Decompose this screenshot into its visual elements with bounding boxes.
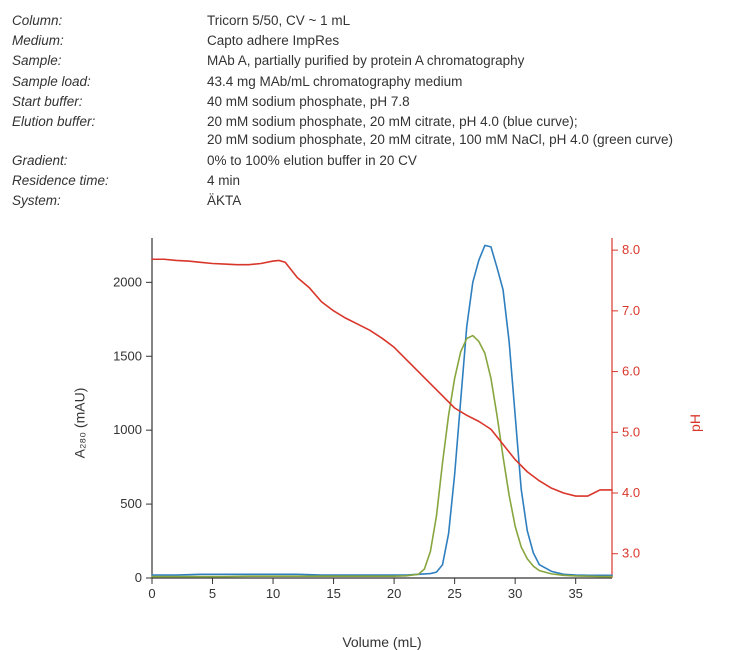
green-curve <box>152 336 612 577</box>
meta-label: Elution buffer: <box>12 113 207 149</box>
svg-text:10: 10 <box>266 586 280 601</box>
svg-text:7.0: 7.0 <box>622 303 640 318</box>
meta-label: System: <box>12 192 207 210</box>
svg-text:30: 30 <box>508 586 522 601</box>
svg-text:15: 15 <box>326 586 340 601</box>
meta-label: Sample load: <box>12 73 207 91</box>
meta-value: Tricorn 5/50, CV ~ 1 mL <box>207 12 724 30</box>
meta-value: Capto adhere ImpRes <box>207 32 724 50</box>
meta-value: ÄKTA <box>207 192 724 210</box>
meta-value: 0% to 100% elution buffer in 20 CV <box>207 152 724 170</box>
meta-label: Sample: <box>12 52 207 70</box>
svg-text:0: 0 <box>135 570 142 585</box>
meta-label: Start buffer: <box>12 93 207 111</box>
metadata-table: Column:Tricorn 5/50, CV ~ 1 mLMedium:Cap… <box>12 12 724 210</box>
meta-value: 4 min <box>207 172 724 190</box>
meta-value: 43.4 mg MAb/mL chromatography medium <box>207 73 724 91</box>
blue-curve <box>152 246 612 576</box>
meta-value: 40 mM sodium phosphate, pH 7.8 <box>207 93 724 111</box>
svg-text:6.0: 6.0 <box>622 364 640 379</box>
svg-text:25: 25 <box>447 586 461 601</box>
meta-value: 20 mM sodium phosphate, 20 mM citrate, p… <box>207 113 724 149</box>
svg-text:8.0: 8.0 <box>622 242 640 257</box>
svg-text:4.0: 4.0 <box>622 485 640 500</box>
svg-text:500: 500 <box>120 496 142 511</box>
x-axis-label: Volume (mL) <box>342 634 421 650</box>
svg-text:1000: 1000 <box>113 422 142 437</box>
svg-text:2000: 2000 <box>113 275 142 290</box>
meta-value: MAb A, partially purified by protein A c… <box>207 52 724 70</box>
svg-text:5.0: 5.0 <box>622 424 640 439</box>
svg-text:5: 5 <box>209 586 216 601</box>
svg-text:20: 20 <box>387 586 401 601</box>
chart-svg: 0 5 10 15 20 25 30 35 0 500 1000 1500 2000 3.0 4.0 5.0 6… <box>102 228 662 618</box>
chromatogram-chart: A₂₈₀ (mAU) pH Volume (mL) 05101520253035… <box>102 228 662 618</box>
svg-text:3.0: 3.0 <box>622 546 640 561</box>
meta-label: Column: <box>12 12 207 30</box>
y-right-axis-label: pH <box>687 414 703 432</box>
svg-text:1500: 1500 <box>113 348 142 363</box>
meta-label: Gradient: <box>12 152 207 170</box>
svg-text:35: 35 <box>568 586 582 601</box>
svg-text:0: 0 <box>148 586 155 601</box>
ph-curve <box>152 259 612 496</box>
meta-label: Medium: <box>12 32 207 50</box>
y-left-axis-label: A₂₈₀ (mAU) <box>71 388 87 459</box>
meta-label: Residence time: <box>12 172 207 190</box>
